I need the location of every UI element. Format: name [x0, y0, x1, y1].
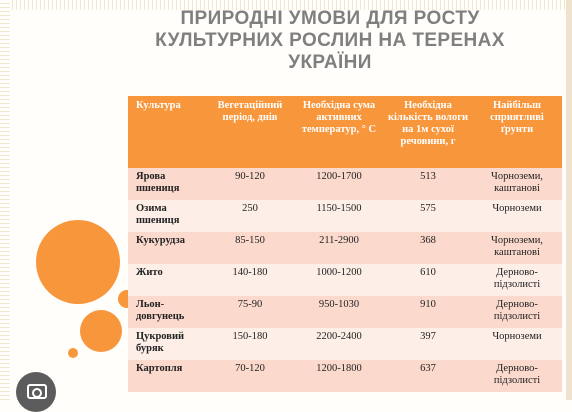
cell-moisture: 637	[384, 360, 472, 392]
table-header-row: Культура Вегетаційний період, днів Необх…	[128, 96, 562, 168]
cell-moisture: 610	[384, 264, 472, 296]
cell-soil: Дерново-підзолисті	[472, 360, 562, 392]
decorative-circle-large	[36, 220, 120, 304]
header-temperature: Необхідна сума активних температур, ° С	[294, 96, 384, 168]
cell-moisture: 910	[384, 296, 472, 328]
table-row: Озима пшениця 250 1150-1500 575 Чорноземи	[128, 200, 562, 232]
cell-temp: 2200-2400	[294, 328, 384, 360]
cell-period: 85-150	[206, 232, 294, 264]
cell-temp: 1150-1500	[294, 200, 384, 232]
cell-period: 140-180	[206, 264, 294, 296]
table-row: Льон-довгунець 75-90 950-1030 910 Дерново-пі…	[128, 296, 562, 328]
camera-icon-lens	[32, 388, 42, 398]
header-soil: Найбільш сприятливі ґрунти	[472, 96, 562, 168]
cell-period: 90-120	[206, 168, 294, 200]
cell-crop: Ярова пшениця	[128, 168, 206, 200]
cell-temp: 950-1030	[294, 296, 384, 328]
cell-period: 70-120	[206, 360, 294, 392]
cell-temp: 211-2900	[294, 232, 384, 264]
header-period: Вегетаційний період, днів	[206, 96, 294, 168]
cell-temp: 1200-1800	[294, 360, 384, 392]
top-border-decoration	[0, 0, 572, 10]
cell-crop: Цукровий буряк	[128, 328, 206, 360]
cell-moisture: 575	[384, 200, 472, 232]
cell-period: 150-180	[206, 328, 294, 360]
table-body: Ярова пшениця 90-120 1200-1700 513 Чорноземи…	[128, 168, 562, 392]
cell-moisture: 397	[384, 328, 472, 360]
left-border-decoration	[0, 0, 10, 400]
cell-moisture: 513	[384, 168, 472, 200]
cell-soil: Чорноземи	[472, 328, 562, 360]
right-border-decoration	[566, 0, 572, 400]
decorative-circle-tiny	[68, 348, 78, 358]
cell-soil: Чорноземи, каштанові	[472, 168, 562, 200]
table-row: Ярова пшениця 90-120 1200-1700 513 Чорноземи…	[128, 168, 562, 200]
title-line-1: ПРИРОДНІ УМОВИ ДЛЯ РОСТУ	[180, 8, 480, 29]
cell-temp: 1000-1200	[294, 264, 384, 296]
header-crop: Культура	[128, 96, 206, 168]
header-moisture: Необхідна кількість вологи на 1м сухої р…	[384, 96, 472, 168]
slide-title: ПРИРОДНІ УМОВИ ДЛЯ РОСТУ КУЛЬТУРНИХ РОСЛ…	[150, 8, 510, 74]
decorative-circle-medium	[80, 310, 122, 352]
cell-soil: Дерново-підзолисті	[472, 296, 562, 328]
cell-crop: Жито	[128, 264, 206, 296]
table-row: Жито 140-180 1000-1200 610 Дерново-підзолист…	[128, 264, 562, 296]
cell-crop: Картопля	[128, 360, 206, 392]
cell-crop: Кукурудза	[128, 232, 206, 264]
cell-moisture: 368	[384, 232, 472, 264]
camera-icon-body	[27, 384, 47, 399]
cell-soil: Чорноземи, каштанові	[472, 232, 562, 264]
table-row: Цукровий буряк 150-180 2200-2400 397 Чорнозе…	[128, 328, 562, 360]
cell-soil: Чорноземи	[472, 200, 562, 232]
cell-period: 250	[206, 200, 294, 232]
crop-conditions-table: Культура Вегетаційний період, днів Необх…	[128, 96, 562, 392]
cell-crop: Озима пшениця	[128, 200, 206, 232]
cell-period: 75-90	[206, 296, 294, 328]
cell-soil: Дерново-підзолисті	[472, 264, 562, 296]
table-row: Картопля 70-120 1200-1800 637 Дерново-підзол…	[128, 360, 562, 392]
table-row: Кукурудза 85-150 211-2900 368 Чорноземи, каш…	[128, 232, 562, 264]
cell-crop: Льон-довгунець	[128, 296, 206, 328]
title-line-2: КУЛЬТУРНИХ РОСЛИН НА ТЕРЕНАХ	[155, 30, 505, 51]
cell-temp: 1200-1700	[294, 168, 384, 200]
title-line-3: УКРАЇНИ	[288, 52, 372, 73]
